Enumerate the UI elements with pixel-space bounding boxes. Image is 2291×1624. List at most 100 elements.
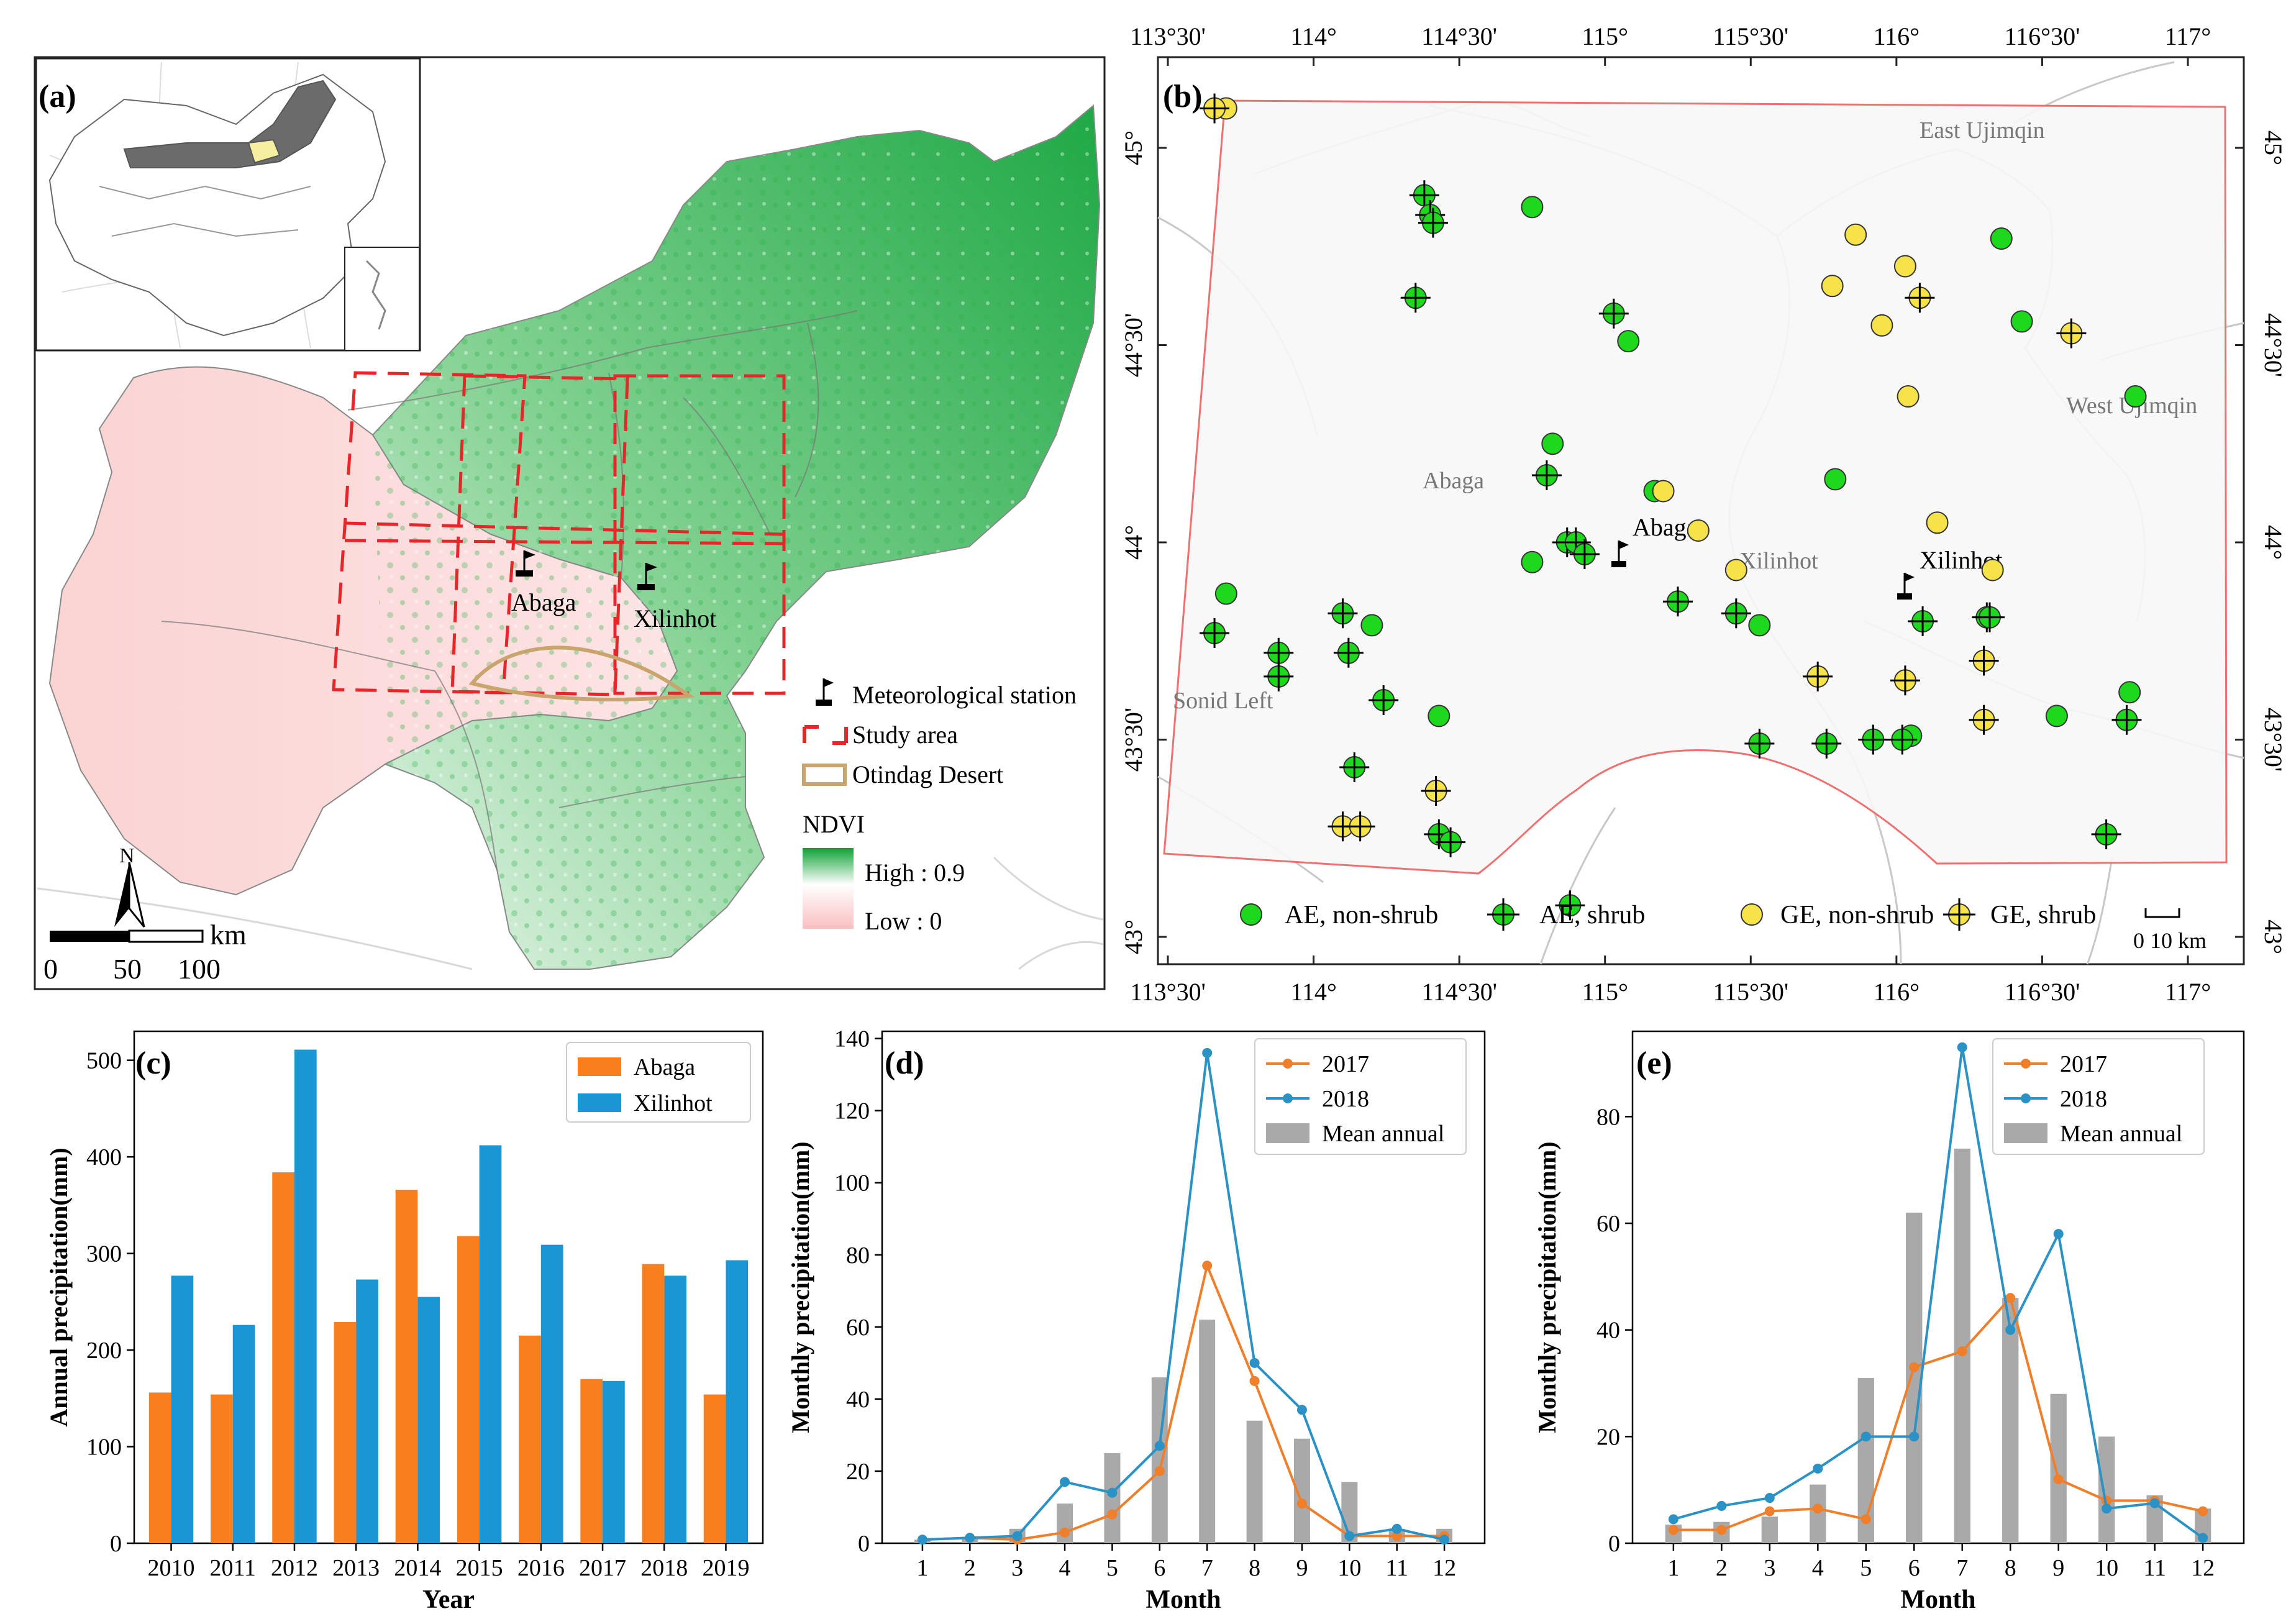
bar-mean-annual (1906, 1212, 1923, 1543)
county-lines (161, 310, 858, 870)
site-ae-nonshrub (1214, 582, 1237, 605)
x-tick-label: 2011 (209, 1555, 256, 1581)
bar-mean-annual (1104, 1453, 1121, 1543)
bar-mean-annual (1246, 1420, 1263, 1543)
x-tick-label: 5 (1860, 1555, 1872, 1581)
x-axis-label: Year (422, 1585, 475, 1614)
site-ge-shrub (1969, 705, 1999, 735)
legend-label: Mean annual (2060, 1121, 2182, 1147)
site-ge-shrub (1345, 811, 1375, 842)
point-2018 (1012, 1531, 1023, 1541)
site-shrub-cross (1721, 598, 1751, 629)
site-shrub-cross (1200, 93, 1230, 124)
scale-tick: 50 (113, 953, 142, 985)
y-tick-label: 0 (110, 1531, 122, 1557)
lon-label-top: 116°30' (2005, 22, 2080, 50)
site-shrub-cross (1333, 637, 1364, 668)
region-label: Sonid Left (1173, 688, 1273, 714)
line-2017 (922, 1261, 1445, 1541)
point-2017 (2053, 1474, 2064, 1484)
legend-label: 2017 (2060, 1051, 2107, 1077)
x-tick-label: 2010 (148, 1555, 195, 1581)
ndvi-colorbar (803, 848, 854, 929)
x-tick-label: 3 (1011, 1555, 1023, 1581)
site-ae-shrub (1555, 890, 1585, 921)
lon-label-bottom: 114° (1290, 978, 1337, 1006)
point-2018 (1909, 1431, 1920, 1442)
x-tick-label: 12 (2191, 1555, 2215, 1581)
panel-b: East Ujimqin West Ujimqin Abaga Xilinhot… (1119, 22, 2287, 1006)
panel-label: (b) (1163, 79, 1203, 114)
bar-abaga (211, 1394, 233, 1543)
station-abaga: Abaga (511, 550, 576, 616)
legend-ge-shrub-marker (1943, 898, 1975, 931)
site-ae-shrub (1811, 728, 1842, 759)
x-tick-label: 2016 (517, 1555, 565, 1581)
site-shrub-cross (1531, 460, 1562, 491)
point-2018 (965, 1533, 975, 1543)
legend-swatch (578, 1093, 621, 1112)
point-2018 (1764, 1493, 1775, 1503)
y-tick-label: 500 (86, 1048, 122, 1074)
site-marker (1748, 614, 1771, 637)
flag-icon (637, 563, 657, 590)
site-shrub-cross (1409, 180, 1439, 211)
lon-label-bottom: 115°30' (1713, 978, 1788, 1006)
point-2017 (1391, 1531, 1402, 1541)
site-ge-nonshrub (1870, 314, 1893, 337)
site-marker (1428, 705, 1451, 728)
legend-label: AE, shrub (1539, 901, 1645, 929)
lon-label-bottom: 115° (1582, 978, 1628, 1006)
panel-c: 0 100 200 300 400 500 2010 2011 2012 2013 2014 2015… (45, 1030, 764, 1614)
legend: 2017 2018 Mean annual (1992, 1038, 2205, 1155)
site-marker (1870, 314, 1893, 337)
line-2018 (922, 1052, 1445, 1541)
site-shrub-cross (1663, 586, 1693, 617)
site-marker (2118, 681, 2141, 704)
y-tick-label: 100 (834, 1170, 870, 1197)
point-2018 (1861, 1431, 1871, 1442)
site-ae-nonshrub (1990, 227, 2013, 250)
flag-icon (516, 550, 535, 577)
x-tick-label: 2 (1716, 1555, 1728, 1581)
panel-label: (e) (1636, 1046, 1672, 1081)
site-marker (2045, 705, 2068, 728)
axes-frame (133, 1030, 764, 1544)
panel-a-legend: Meteorological station Study area Otinda… (802, 678, 1077, 935)
site-ge-shrub (2056, 318, 2087, 349)
site-ae-shrub (1339, 752, 1370, 782)
point-2018 (2149, 1498, 2160, 1508)
site-ae-shrub (1908, 606, 1938, 636)
bar-abaga (148, 1392, 171, 1543)
bar-abaga (272, 1172, 294, 1543)
bar-xilinhot (726, 1260, 749, 1543)
lat-label-right: 44° (2259, 525, 2287, 560)
site-marker (1824, 468, 1847, 491)
bar-mean-annual (2002, 1298, 2019, 1543)
bar-xilinhot (603, 1380, 625, 1543)
site-marker (1926, 511, 1949, 534)
scale-bar-icon: km 0 50 100 (43, 919, 247, 985)
site-ge-nonshrub (1897, 385, 1920, 408)
x-tick-label: 2017 (579, 1555, 626, 1581)
scale-tick: 100 (178, 953, 221, 985)
site-ge-shrub (1328, 811, 1358, 842)
panel-a: Abaga Xilinhot (a) (34, 56, 1106, 990)
y-axis-label: Monthly precipitation(mm) (786, 1141, 814, 1433)
bar-xilinhot (664, 1275, 686, 1543)
legend-station-label: Meteorological station (852, 681, 1077, 709)
site-ae-nonshrub (1428, 705, 1451, 728)
site-marker (2010, 310, 2033, 333)
site-shrub-cross (1436, 827, 1466, 857)
site-ae-shrub (1887, 724, 1918, 755)
point-2017 (1957, 1346, 1967, 1356)
site-ge-shrub (1421, 776, 1451, 806)
point-2018 (1391, 1523, 1402, 1534)
site-shrub-cross (1803, 661, 1833, 691)
sampling-sites (1200, 93, 2147, 921)
legend-ae-nonshrub-marker (1240, 903, 1262, 926)
site-shrub-cross (1811, 728, 1842, 759)
legend-study-label: Study area (852, 721, 958, 749)
site-shrub-cross (1400, 283, 1431, 313)
legend: 2017 2018 Mean annual (1254, 1038, 1467, 1155)
